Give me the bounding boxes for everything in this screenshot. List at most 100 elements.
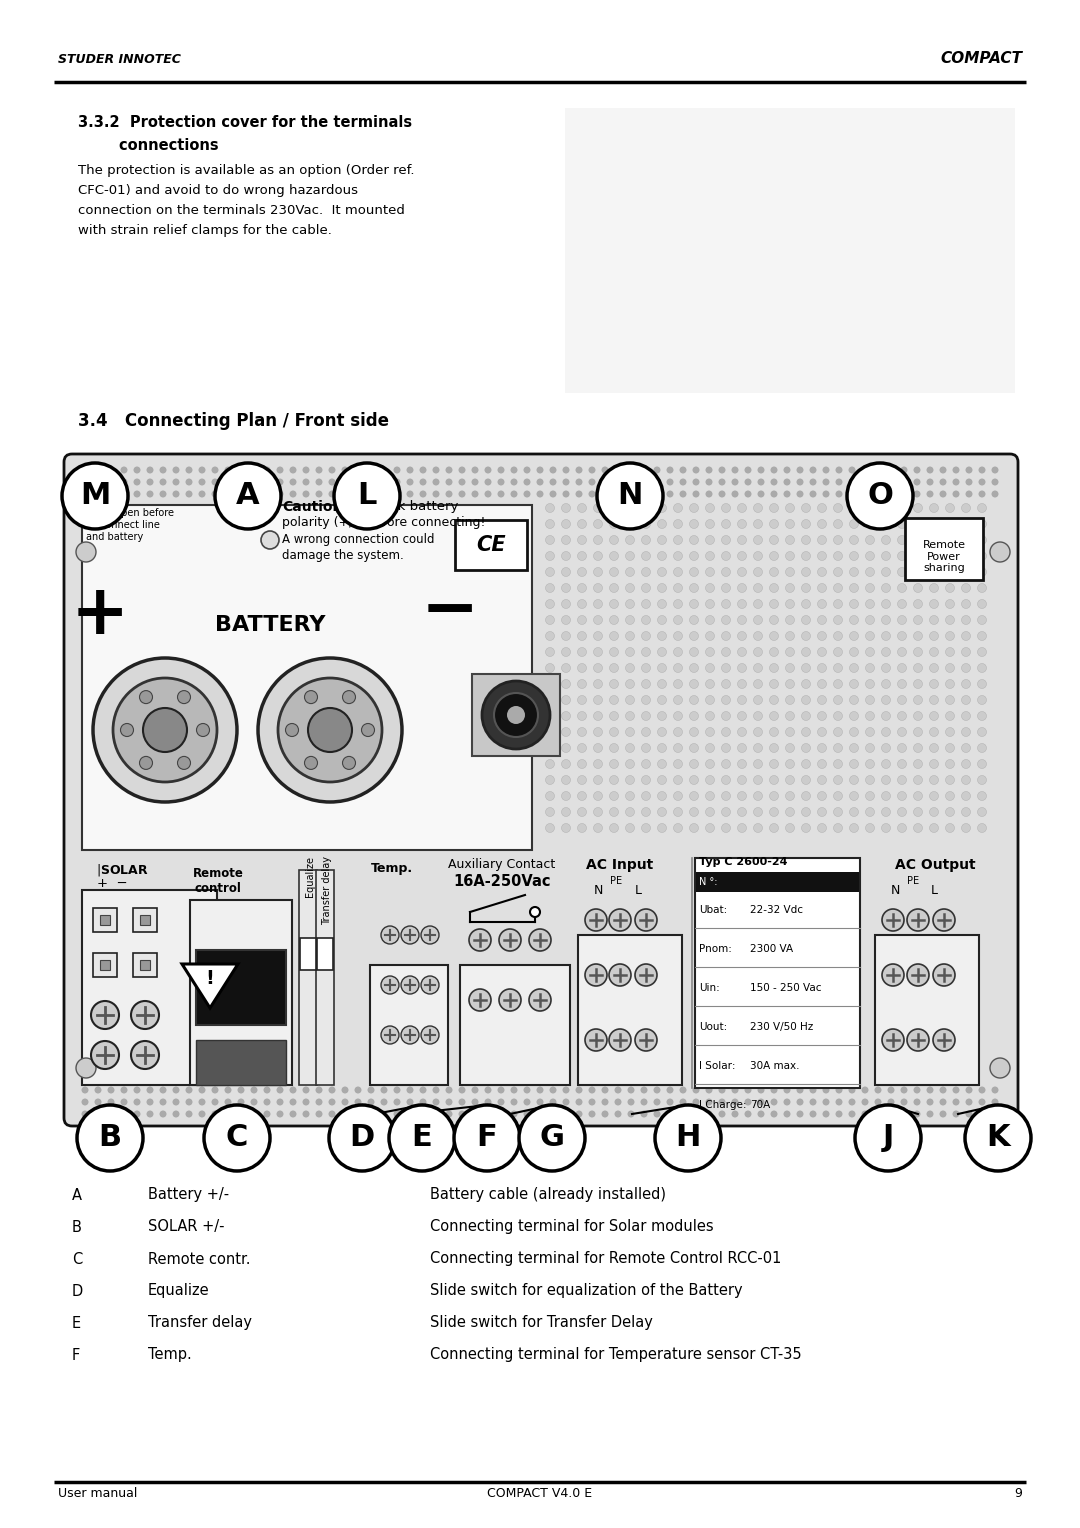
Circle shape: [367, 1086, 375, 1094]
Circle shape: [914, 616, 922, 625]
Circle shape: [847, 463, 913, 529]
Circle shape: [744, 478, 752, 486]
Circle shape: [914, 504, 922, 512]
Circle shape: [769, 504, 779, 512]
Circle shape: [642, 648, 650, 657]
Circle shape: [977, 759, 986, 769]
Circle shape: [609, 567, 619, 576]
Circle shape: [562, 727, 570, 736]
Circle shape: [341, 478, 349, 486]
Circle shape: [594, 520, 603, 529]
Circle shape: [367, 1111, 375, 1117]
Circle shape: [865, 792, 875, 801]
Circle shape: [625, 824, 635, 833]
Circle shape: [785, 807, 795, 816]
Circle shape: [482, 681, 550, 749]
Circle shape: [658, 504, 666, 512]
Circle shape: [576, 478, 582, 486]
Circle shape: [797, 478, 804, 486]
Circle shape: [705, 584, 715, 593]
Circle shape: [914, 584, 922, 593]
Circle shape: [977, 584, 986, 593]
Circle shape: [754, 744, 762, 752]
Circle shape: [850, 663, 859, 672]
Circle shape: [537, 1086, 543, 1094]
Circle shape: [897, 616, 906, 625]
Circle shape: [705, 744, 715, 752]
Text: Remote: Remote: [922, 539, 966, 550]
FancyBboxPatch shape: [64, 454, 1018, 1126]
Circle shape: [945, 520, 955, 529]
Bar: [318, 938, 333, 970]
Circle shape: [834, 648, 842, 657]
Circle shape: [991, 478, 999, 486]
Circle shape: [705, 1086, 713, 1094]
Circle shape: [305, 756, 318, 770]
Text: and battery: and battery: [86, 532, 144, 542]
Circle shape: [609, 631, 619, 640]
Circle shape: [658, 680, 666, 689]
Bar: [875, 935, 978, 1085]
Circle shape: [615, 1086, 621, 1094]
Circle shape: [563, 1099, 569, 1105]
Bar: [195, 950, 286, 1025]
Circle shape: [990, 1057, 1010, 1077]
Circle shape: [914, 1111, 920, 1117]
Circle shape: [961, 712, 971, 721]
Circle shape: [589, 1086, 595, 1094]
Circle shape: [108, 1099, 114, 1105]
Circle shape: [642, 616, 650, 625]
Text: F: F: [476, 1123, 498, 1152]
Circle shape: [689, 663, 699, 672]
Circle shape: [897, 584, 906, 593]
Circle shape: [642, 712, 650, 721]
Circle shape: [401, 976, 419, 995]
Circle shape: [578, 567, 586, 576]
Circle shape: [961, 584, 971, 593]
Circle shape: [550, 490, 556, 498]
Text: Remote: Remote: [192, 866, 243, 880]
Circle shape: [406, 1099, 414, 1105]
Circle shape: [594, 631, 603, 640]
Circle shape: [978, 478, 986, 486]
Text: G: G: [540, 1123, 565, 1152]
Circle shape: [901, 1111, 907, 1117]
Text: Check battery: Check battery: [360, 500, 458, 513]
Circle shape: [850, 744, 859, 752]
Circle shape: [966, 1105, 1031, 1170]
Circle shape: [850, 680, 859, 689]
Text: A: A: [237, 481, 260, 510]
Circle shape: [278, 678, 382, 782]
Circle shape: [897, 552, 906, 561]
Circle shape: [721, 520, 730, 529]
Circle shape: [212, 478, 218, 486]
Circle shape: [731, 466, 739, 474]
Circle shape: [738, 776, 746, 784]
Circle shape: [642, 695, 650, 704]
Circle shape: [276, 1086, 283, 1094]
Circle shape: [550, 1111, 556, 1117]
Circle shape: [609, 520, 619, 529]
Circle shape: [757, 1086, 765, 1094]
Circle shape: [367, 490, 375, 498]
Circle shape: [238, 478, 244, 486]
Circle shape: [818, 552, 826, 561]
Circle shape: [419, 490, 427, 498]
Text: Connecting terminal for Remote Control RCC-01: Connecting terminal for Remote Control R…: [430, 1251, 781, 1267]
Circle shape: [276, 466, 283, 474]
Circle shape: [609, 727, 619, 736]
Circle shape: [945, 712, 955, 721]
Circle shape: [121, 1086, 127, 1094]
Circle shape: [940, 1099, 946, 1105]
Circle shape: [658, 712, 666, 721]
Circle shape: [459, 1086, 465, 1094]
Circle shape: [585, 964, 607, 986]
Circle shape: [113, 678, 217, 782]
Circle shape: [625, 567, 635, 576]
Circle shape: [578, 759, 586, 769]
Circle shape: [940, 478, 946, 486]
Circle shape: [945, 776, 955, 784]
Circle shape: [642, 631, 650, 640]
Circle shape: [785, 824, 795, 833]
Circle shape: [302, 490, 310, 498]
